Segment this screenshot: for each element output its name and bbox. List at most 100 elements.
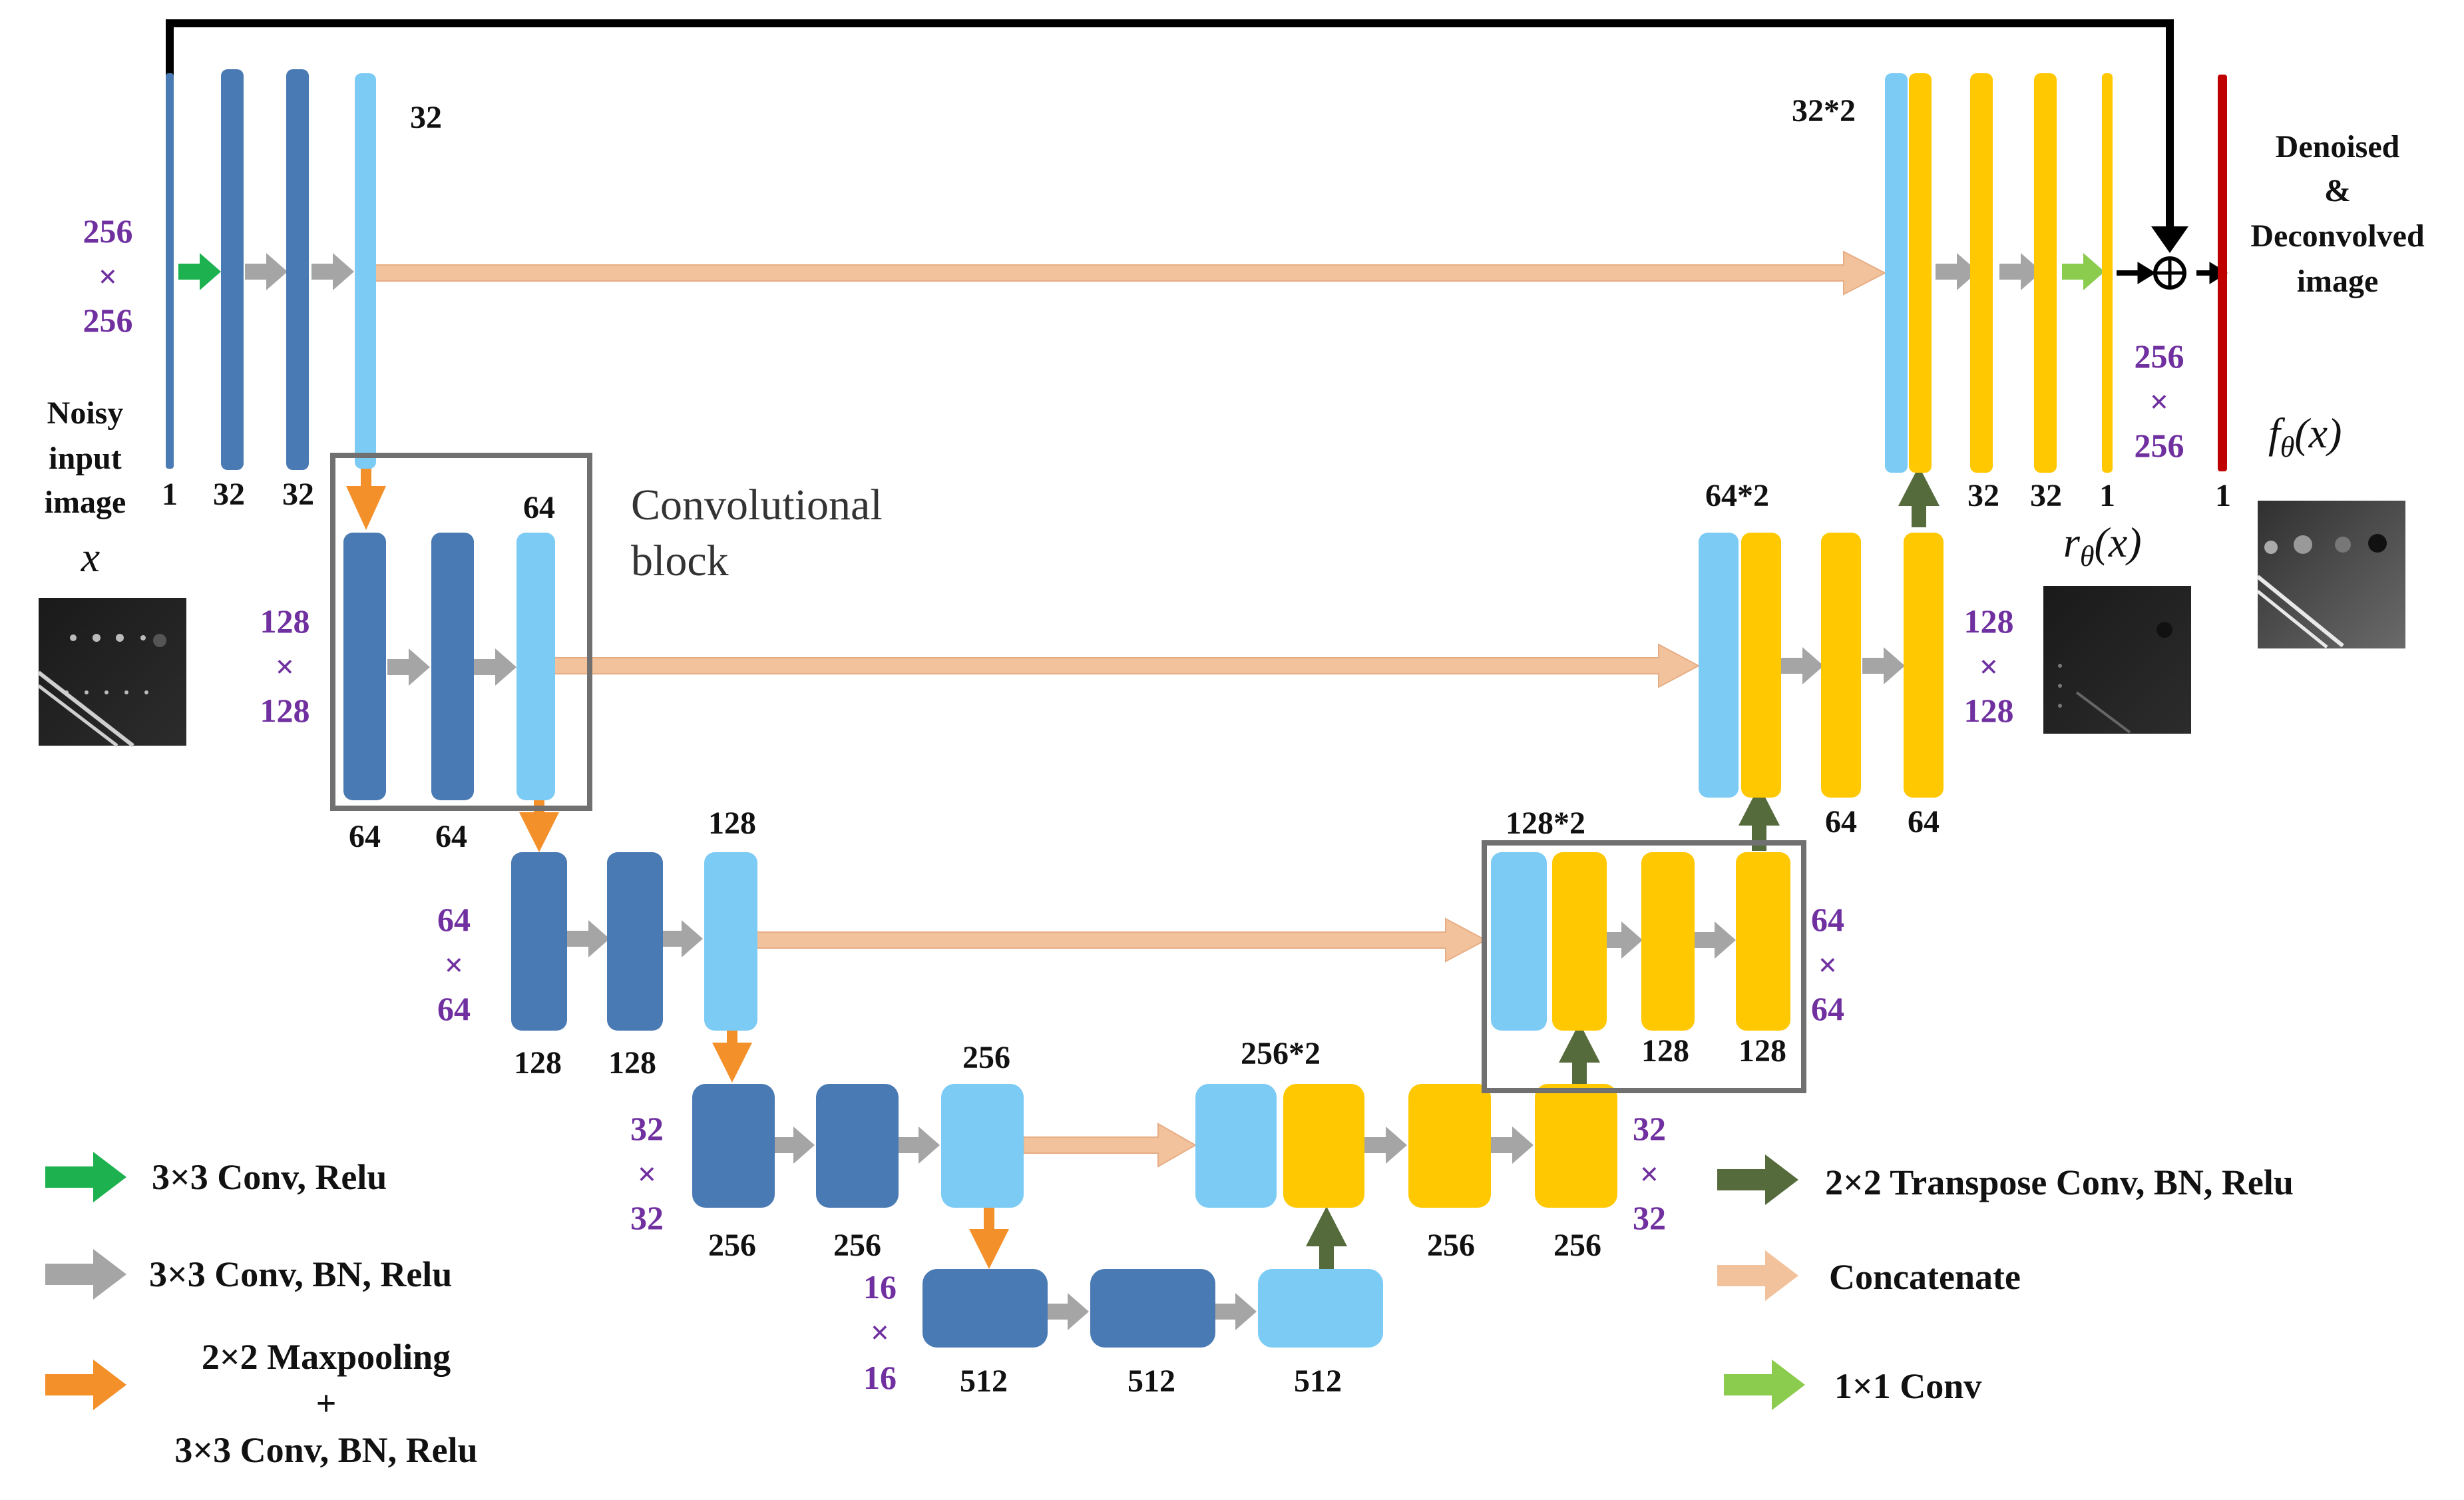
dec2-concat-skip-block bbox=[1699, 533, 1739, 798]
dec3-conv1-block bbox=[1641, 852, 1695, 1031]
svg-text:64: 64 bbox=[1811, 990, 1844, 1027]
channels-dec3: 128*2 128 128 bbox=[1506, 806, 1786, 1069]
dec4-conv1-block bbox=[1408, 1084, 1491, 1208]
svg-text:32: 32 bbox=[282, 477, 314, 512]
channels-dec2: 64*2 64 64 bbox=[1705, 478, 1940, 840]
conv-block-frame-encoder bbox=[330, 453, 592, 811]
input-title-line2: input bbox=[49, 441, 121, 476]
transpose-conv-arrows bbox=[1306, 466, 1940, 1269]
input-conv-arrow bbox=[178, 253, 221, 290]
residual-skip-arrowhead bbox=[2151, 226, 2188, 253]
enc1-conv1-bar bbox=[221, 69, 244, 470]
dec4-upconv-block bbox=[1283, 1084, 1364, 1208]
dim-l2-out: 128 × 128 bbox=[1964, 603, 2014, 729]
concat-arrow-level4 bbox=[1023, 1123, 1197, 1168]
output-symbol: fθ(x) bbox=[2268, 409, 2342, 463]
output-layer-bar bbox=[2218, 75, 2227, 471]
legend-item-olive: 2×2 Transpose Conv, BN, Relu bbox=[1717, 1154, 2294, 1205]
svg-text:1: 1 bbox=[2099, 478, 2115, 513]
svg-text:128: 128 bbox=[1964, 692, 2014, 729]
residual-skip-line bbox=[166, 19, 2174, 466]
svg-text:32: 32 bbox=[410, 100, 442, 135]
svg-text:×: × bbox=[1818, 946, 1838, 983]
legend-item-green: 3×3 Conv, Relu bbox=[45, 1152, 387, 1202]
enc4-out-block bbox=[941, 1084, 1024, 1208]
svg-text:1: 1 bbox=[162, 477, 178, 512]
dim-l3-in: 64 × 64 bbox=[437, 901, 471, 1027]
svg-text:64*2: 64*2 bbox=[1705, 478, 1769, 513]
svg-text:64: 64 bbox=[349, 819, 381, 854]
svg-text:+: + bbox=[316, 1383, 337, 1423]
svg-text:1×1 Conv: 1×1 Conv bbox=[1834, 1366, 1981, 1406]
channels-dec1: 32*2 32 32 1 1 bbox=[1792, 93, 2231, 513]
bottleneck-out-block bbox=[1258, 1269, 1383, 1348]
svg-text:256: 256 bbox=[2135, 427, 2184, 464]
enc3-out-block bbox=[704, 852, 757, 1031]
svg-text:256: 256 bbox=[833, 1228, 881, 1263]
svg-text:128: 128 bbox=[1641, 1033, 1689, 1069]
input-symbol: x bbox=[81, 533, 100, 581]
noisy-input-image bbox=[37, 598, 186, 748]
gray-conv-arrows bbox=[245, 253, 2042, 1330]
svg-text:64: 64 bbox=[1908, 804, 1940, 840]
svg-text:×: × bbox=[1640, 1155, 1659, 1192]
svg-text:256: 256 bbox=[83, 302, 133, 339]
maxpool-arrows bbox=[346, 459, 1009, 1269]
svg-text:32: 32 bbox=[1967, 478, 1999, 513]
dec1-conv2-bar bbox=[2034, 73, 2057, 473]
svg-text:32: 32 bbox=[630, 1110, 664, 1147]
dim-l4-in: 32 × 32 bbox=[630, 1110, 664, 1236]
concat-arrow-level3 bbox=[755, 917, 1488, 963]
svg-text:16: 16 bbox=[863, 1359, 897, 1396]
svg-text:256: 256 bbox=[962, 1040, 1010, 1075]
svg-text:3×3 Conv, BN, Relu: 3×3 Conv, BN, Relu bbox=[149, 1254, 452, 1294]
legend-item-gray: 3×3 Conv, BN, Relu bbox=[45, 1249, 452, 1300]
dim-l1-in: 256 × 256 bbox=[83, 212, 133, 339]
svg-text:×: × bbox=[1979, 648, 1999, 685]
svg-text:1: 1 bbox=[2215, 478, 2231, 513]
conv-block-label-line2: block bbox=[631, 537, 729, 585]
svg-text:256*2: 256*2 bbox=[1241, 1036, 1321, 1071]
dec1-1x1-out-bar bbox=[2102, 73, 2113, 473]
svg-text:×: × bbox=[445, 946, 464, 983]
svg-text:256: 256 bbox=[2135, 338, 2184, 375]
svg-text:128: 128 bbox=[514, 1045, 562, 1081]
svg-text:512: 512 bbox=[1128, 1364, 1175, 1399]
denoised-output-image bbox=[2256, 501, 2405, 648]
legend: 3×3 Conv, Relu 3×3 Conv, BN, Relu 2×2 Ma… bbox=[45, 1152, 2294, 1470]
dec3-concat-skip-block bbox=[1491, 852, 1547, 1031]
svg-text:×: × bbox=[638, 1155, 657, 1192]
channels-dec4: 256*2 256 256 bbox=[1241, 1036, 1601, 1263]
svg-text:×: × bbox=[871, 1314, 890, 1351]
enc4-conv2-block bbox=[816, 1084, 899, 1208]
channels-enc4: 256 256 256 bbox=[708, 1040, 1010, 1263]
enc2-conv1-block bbox=[343, 533, 386, 800]
svg-text:2×2 Transpose Conv, BN, Relu: 2×2 Transpose Conv, BN, Relu bbox=[1825, 1162, 2294, 1202]
bottleneck-conv2-block bbox=[1090, 1269, 1215, 1348]
dec4-concat-skip-block bbox=[1195, 1084, 1277, 1208]
svg-text:128: 128 bbox=[1964, 603, 2014, 640]
svg-text:256: 256 bbox=[1553, 1228, 1601, 1263]
dec1-concat-skip-bar bbox=[1885, 73, 1908, 473]
dim-l3-out: 64 × 64 bbox=[1811, 901, 1844, 1027]
svg-text:128: 128 bbox=[260, 692, 310, 729]
svg-text:64: 64 bbox=[435, 819, 467, 854]
svg-text:512: 512 bbox=[1294, 1364, 1342, 1399]
svg-text:512: 512 bbox=[960, 1364, 1008, 1399]
svg-text:32: 32 bbox=[1633, 1110, 1666, 1147]
residual-image bbox=[2043, 586, 2191, 734]
dim-l5: 16 × 16 bbox=[863, 1268, 897, 1396]
conv-block-label-line1: Convolutional bbox=[631, 481, 883, 529]
concat-arrow-level1 bbox=[372, 250, 1887, 296]
dec3-conv2-block bbox=[1736, 852, 1790, 1031]
residual-symbol: rθ(x) bbox=[2063, 519, 2142, 573]
concat-arrow-level2 bbox=[552, 643, 1701, 688]
svg-text:3×3 Conv, BN, Relu: 3×3 Conv, BN, Relu bbox=[174, 1430, 477, 1470]
output-title-line1: Denoised bbox=[2276, 129, 2400, 164]
dec2-upconv-block bbox=[1741, 533, 1781, 798]
svg-text:32: 32 bbox=[1633, 1199, 1666, 1236]
channels-enc3: 128 128 128 bbox=[514, 806, 756, 1081]
svg-text:64: 64 bbox=[437, 901, 471, 938]
svg-text:256: 256 bbox=[1427, 1228, 1475, 1263]
channels-enc1: 1 32 32 32 bbox=[162, 100, 442, 512]
